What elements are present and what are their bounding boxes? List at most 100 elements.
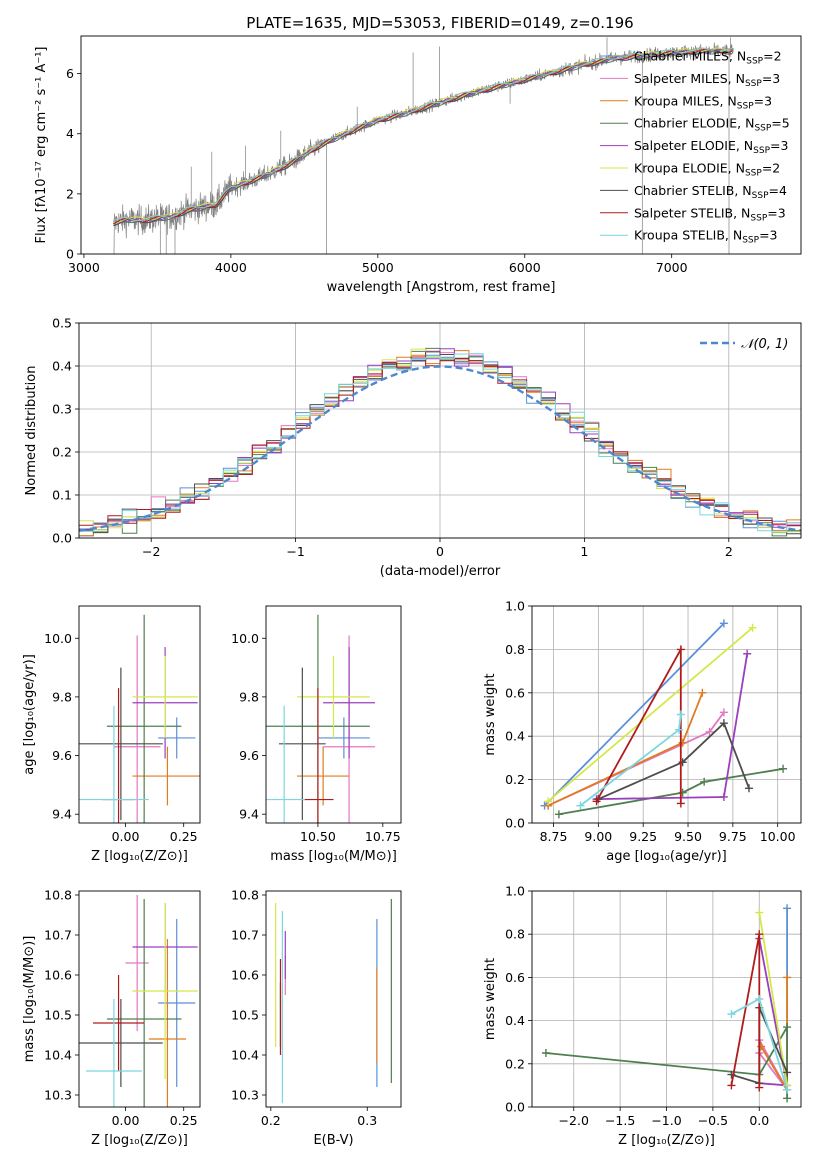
legend-label-eq: =3 xyxy=(770,138,788,153)
weight-point-marker xyxy=(743,649,752,658)
y-tick-label: 0.6 xyxy=(505,685,525,700)
x-axis-label: Z [log₁₀(Z/Z⊙)] xyxy=(91,849,188,864)
panel-mass-vs-Z: 0.00 0.25 10.3 10.4 10.5 10.6 10.7 10.8 Z [log₁₀… xyxy=(22,888,201,1148)
axes-frame xyxy=(531,890,802,1108)
legend-label-sub: SSP xyxy=(752,191,769,201)
weight-series-line xyxy=(543,622,725,807)
weight-point-marker xyxy=(755,930,764,939)
weight-point-marker xyxy=(783,1068,792,1077)
panel-weight-vs-Z: −2.0 −1.5 −1.0 −0.5 0.0 0.0 0.2 0.4 0.6 0.8 1.0 Z [… xyxy=(483,884,802,1148)
legend-label: Salpeter STELIB, NSSP=3 xyxy=(634,205,786,223)
legend-label: Chabrier MILES, NSSP=2 xyxy=(634,49,782,67)
y-tick-label: 0.0 xyxy=(505,816,525,831)
x-tick-label: −1.0 xyxy=(651,1113,681,1128)
weight-series xyxy=(540,619,728,810)
legend-label-text: Salpeter STELIB, N xyxy=(634,205,750,220)
x-axis-label: wavelength [Angstrom, rest frame] xyxy=(327,280,556,295)
panel-age-vs-Z: 0.00 0.25 9.4 9.6 9.8 10.0 Z [log₁₀(Z/Z⊙)] age … xyxy=(22,605,201,864)
y-tick-label: 9.6 xyxy=(52,748,72,763)
x-axis-label: mass [log₁₀(M/M⊙)] xyxy=(270,849,397,864)
weight-point-marker xyxy=(755,908,764,917)
errorbar-point xyxy=(79,999,163,1087)
legend-label-eq: =3 xyxy=(759,228,777,243)
legend-label: Chabrier ELODIE, NSSP=5 xyxy=(634,116,790,134)
ticks-mass-vs-Z: 0.00 0.25 10.3 10.4 10.5 10.6 10.7 10.8 xyxy=(44,888,197,1129)
y-tick-label: 1.0 xyxy=(505,599,525,614)
weight-point-marker xyxy=(719,708,728,717)
legend-label-eq: =5 xyxy=(771,116,789,131)
y-tick-label: 10.5 xyxy=(231,1008,259,1023)
y-tick-label: 9.4 xyxy=(52,807,72,822)
legend-label-eq: =3 xyxy=(767,205,785,220)
x-tick-label: 9.75 xyxy=(719,829,747,844)
legend-label: Salpeter MILES, NSSP=3 xyxy=(634,71,780,89)
y-axis-label: Flux [fλ10⁻¹⁷ erg cm⁻² s⁻¹ A⁻¹] xyxy=(34,47,49,244)
weight-point-marker xyxy=(698,688,707,697)
weight-point-marker xyxy=(783,973,792,982)
x-axis-label: Z [log₁₀(Z/Z⊙)] xyxy=(91,1133,188,1148)
legend-label: Kroupa STELIB, NSSP=3 xyxy=(634,228,778,246)
observed-spectrum-line xyxy=(113,37,734,254)
y-tick-label: 10.7 xyxy=(231,928,259,943)
y-tick-label: 0.8 xyxy=(505,642,525,657)
y-tick-label: 10.4 xyxy=(44,1048,72,1063)
y-tick-label: 10.5 xyxy=(44,1008,72,1023)
x-tick-label: 9.25 xyxy=(629,829,657,844)
x-tick-label: 7000 xyxy=(656,260,688,275)
weight-series xyxy=(554,764,788,819)
legend-label-sub: SSP xyxy=(737,101,754,111)
axes-frame xyxy=(80,35,802,255)
errorbar-point xyxy=(158,717,196,759)
weight-point-marker xyxy=(676,799,685,808)
weight-series xyxy=(727,930,764,1092)
model-spectrum-line xyxy=(113,47,733,222)
legend-label-text: Kroupa ELODIE, N xyxy=(634,161,745,176)
weight-series xyxy=(576,710,685,810)
figure-title: PLATE=1635, MJD=53053, FIBERID=0149, z=0… xyxy=(246,14,633,32)
x-tick-label: 4000 xyxy=(215,260,247,275)
weight-series-line xyxy=(598,721,750,800)
ticks-weight-vs-Z: −2.0 −1.5 −1.0 −0.5 0.0 0.0 0.2 0.4 0.6 0.8 1.0 xyxy=(505,884,769,1129)
axes-frame xyxy=(531,605,802,824)
y-tick-label: 10.8 xyxy=(44,888,72,903)
weight-point-marker xyxy=(783,1094,792,1103)
axes-frame xyxy=(265,605,402,824)
errorbar-point xyxy=(106,899,182,1107)
weight-series-line xyxy=(547,627,754,802)
x-tick-label: 0.0 xyxy=(749,1113,769,1128)
y-tick-label: 0.0 xyxy=(505,1100,525,1115)
legend-label-text: Kroupa MILES, N xyxy=(634,93,737,108)
weight-point-marker xyxy=(705,727,714,736)
weight-point-marker xyxy=(676,710,685,719)
y-tick-label: 10.3 xyxy=(44,1088,72,1103)
gaussian-reference-line xyxy=(78,365,802,532)
axes-frame xyxy=(78,605,201,824)
x-axis-label: (data-model)/error xyxy=(380,564,501,579)
x-tick-label: 8.75 xyxy=(540,829,568,844)
weight-point-marker xyxy=(783,1023,792,1032)
weight-series-line xyxy=(545,1023,788,1099)
y-tick-label: 10.0 xyxy=(231,631,259,646)
errorbar-point xyxy=(297,746,350,806)
ticks-residuals: −2 −1 0 1 2 0.0 0.1 0.2 0.3 0.4 0.5 xyxy=(52,316,733,560)
weight-point-marker xyxy=(719,619,728,628)
legend-entry: Salpeter MILES, NSSP=3 xyxy=(600,71,780,89)
errorbar-point xyxy=(323,647,376,759)
errorbar-point xyxy=(132,655,198,738)
weight-point-marker xyxy=(592,797,601,806)
weight-point-marker xyxy=(744,784,753,793)
weight-point-marker xyxy=(727,1081,736,1090)
weight-series xyxy=(544,623,757,806)
y-tick-label: 0.2 xyxy=(505,772,525,787)
panel-weight-vs-age: 8.75 9.00 9.25 9.50 9.75 10.00 0.0 0.2 0.4 0.6 0.8… xyxy=(483,599,802,864)
errorbar-point xyxy=(125,895,149,1031)
legend-label-text: Salpeter ELODIE, N xyxy=(634,138,753,153)
x-tick-label: 10.75 xyxy=(365,829,401,844)
y-tick-label: 4 xyxy=(66,126,74,141)
errorbar-point xyxy=(79,667,163,821)
x-tick-label: 0.25 xyxy=(170,1113,198,1128)
y-tick-label: 10.7 xyxy=(44,928,72,943)
weight-point-marker xyxy=(675,725,684,734)
y-axis-label: Normed distribution xyxy=(24,366,39,496)
